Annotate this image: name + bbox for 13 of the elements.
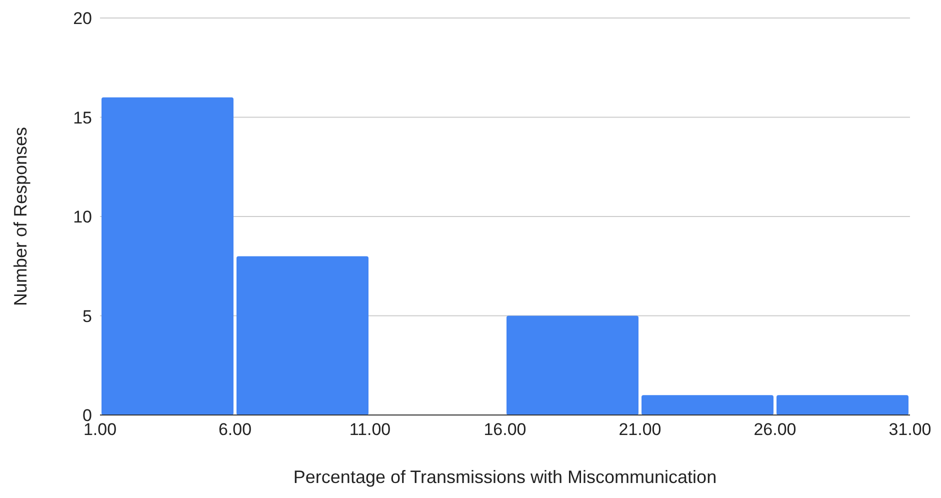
x-tick-label: 26.00 bbox=[754, 420, 796, 440]
y-tick-label: 5 bbox=[82, 306, 92, 326]
y-tick-label: 15 bbox=[73, 108, 92, 128]
x-tick-label: 1.00 bbox=[83, 420, 117, 440]
y-axis-title: Number of Responses bbox=[10, 126, 30, 306]
x-tick-label: 31.00 bbox=[888, 420, 932, 440]
y-tick-label: 10 bbox=[73, 208, 92, 227]
y-tick-label: 20 bbox=[73, 9, 92, 28]
x-tick-label: 11.00 bbox=[349, 420, 391, 440]
x-tick-label: 6.00 bbox=[218, 420, 252, 440]
x-tick-label: 21.00 bbox=[618, 420, 662, 440]
x-axis-title: Percentage of Transmissions with Miscommunication bbox=[293, 467, 717, 487]
x-tick-label: 16.00 bbox=[484, 420, 526, 440]
